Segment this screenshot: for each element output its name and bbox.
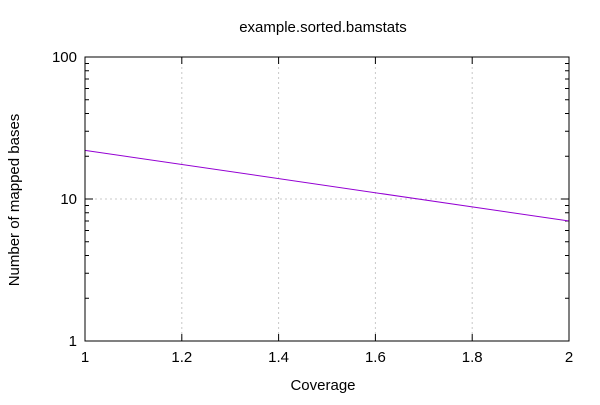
x-axis-ticks: 1 1.2 1.4 1.6 1.8 2 bbox=[81, 57, 573, 366]
minor-ticks bbox=[85, 62, 569, 299]
x-tick-label: 1 bbox=[81, 349, 89, 366]
x-tick-label: 1.6 bbox=[365, 349, 386, 366]
y-axis-label: Number of mapped bases bbox=[6, 114, 23, 287]
x-tick-label: 2 bbox=[565, 349, 573, 366]
x-axis-label: Coverage bbox=[290, 377, 355, 394]
x-tick-label: 1.4 bbox=[268, 349, 289, 366]
series-layer bbox=[84, 149, 570, 222]
x-tick-label: 1.2 bbox=[171, 349, 192, 366]
series-line bbox=[84, 149, 570, 222]
y-tick-label: 1 bbox=[69, 333, 77, 350]
y-tick-label: 10 bbox=[60, 191, 77, 208]
grid-lines bbox=[85, 57, 569, 341]
y-tick-label: 100 bbox=[52, 49, 77, 66]
y-axis-ticks: 1 10 100 bbox=[52, 49, 569, 350]
chart-title: example.sorted.bamstats bbox=[239, 19, 407, 36]
x-tick-label: 1.8 bbox=[462, 349, 483, 366]
